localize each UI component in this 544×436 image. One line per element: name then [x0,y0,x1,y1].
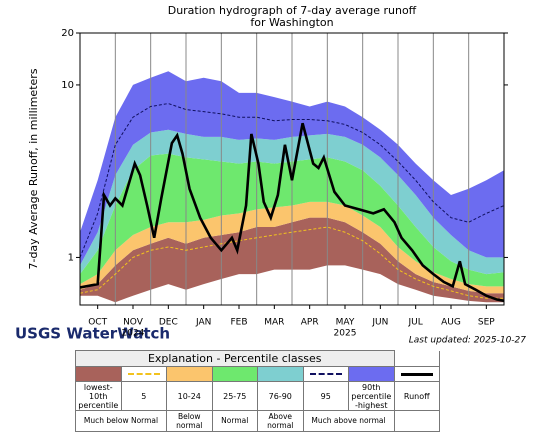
plot-frame [79,32,505,306]
legend-swatch [393,366,440,383]
y-tick-label: 10 [61,80,74,91]
legend-group: Above normal [257,409,304,433]
x-tick-label: AUG [441,318,461,328]
legend-line [127,373,160,376]
legend-label: 95 [302,381,349,411]
last-updated: Last updated: 2025-10-27 [409,336,527,346]
legend-line [400,372,433,376]
legend-swatch [257,366,304,383]
y-tick-label: 1 [68,252,74,263]
legend-label: 25-75 [211,381,258,411]
y-tick-label: 20 [61,28,74,39]
legend: Explanation - Percentile classes lowest-… [75,349,440,433]
legend-swatch [120,366,167,383]
series-line [80,226,504,299]
year-label: 2025 [334,329,357,339]
chart-title: Duration hydrograph of 7-day average run… [168,4,417,17]
legend-swatch [211,366,258,383]
legend-group: Below normal [166,409,213,433]
legend-label: lowest- 10th percentile [75,381,122,411]
legend-group: Much below Normal [75,409,167,433]
legend-title: Explanation - Percentile classes [75,349,395,368]
x-tick-label: APR [301,318,319,328]
x-tick-label: JUL [408,318,423,328]
legend-blank [393,409,440,433]
year-label: 2024 [122,329,145,339]
legend-swatch [348,366,395,383]
series-line [80,122,504,303]
legend-swatch [166,366,213,383]
x-tick-label: OCT [88,318,107,328]
legend-label: 5 [120,381,167,411]
x-tick-label: SEP [478,318,495,328]
logo: USGS WaterWatch [15,325,170,343]
x-tick-label: FEB [230,318,247,328]
series-line [80,103,504,258]
plot [80,33,504,305]
legend-group: Much above normal [302,409,395,433]
x-tick-label: JAN [195,318,211,328]
legend-label: Runoff [393,381,440,411]
legend-label: 90th percentile -highest [348,381,395,411]
legend-line [309,373,342,376]
legend-blank [393,350,440,368]
x-tick-label: NOV [123,318,144,328]
y-axis-label: 7-day Average Runoff, in millimeters [27,68,40,269]
chart: Duration hydrograph of 7-day average run… [15,4,527,346]
legend-group: Normal [211,409,258,433]
legend-swatch [302,366,349,383]
x-tick-label: DEC [159,318,178,328]
x-tick-label: JUN [371,318,388,328]
x-tick-label: MAR [264,318,284,328]
legend-label: 10-24 [166,381,213,411]
x-tick-label: MAY [336,318,355,328]
legend-label: 76-90 [257,381,304,411]
legend-swatch [75,366,122,383]
chart-subtitle: for Washington [250,16,333,29]
